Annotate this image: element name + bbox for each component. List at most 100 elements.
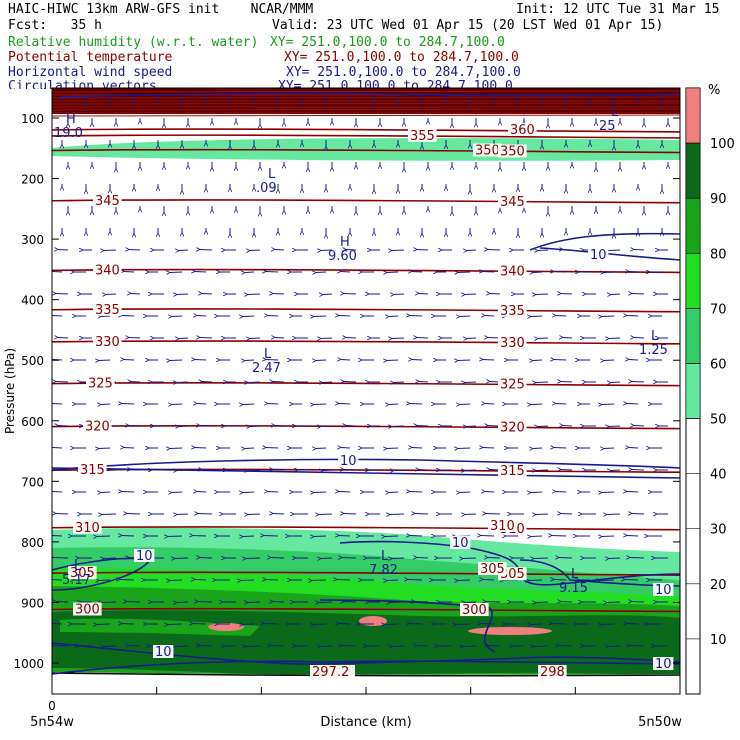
vector-arrow	[465, 602, 477, 603]
vector-arrow	[629, 272, 639, 273]
y-tick-label: 900	[21, 596, 44, 610]
label-bg	[310, 665, 355, 678]
vector-arrow	[483, 580, 495, 581]
vector-arrow	[634, 426, 645, 427]
vector-arrow	[52, 535, 63, 537]
vector-arrow	[609, 646, 621, 647]
vector-arrow	[415, 514, 429, 515]
vector-arrow	[58, 338, 69, 339]
vector-arrow	[410, 624, 423, 625]
vector-arrow	[561, 294, 573, 295]
vector-arrow	[481, 536, 495, 537]
theta-contour	[52, 148, 680, 154]
vector-arrow	[99, 580, 111, 581]
vector-arrow	[52, 579, 63, 581]
extremum-marker: H	[340, 235, 350, 250]
vector-arrow	[394, 470, 405, 471]
vector-arrow	[168, 536, 183, 537]
vector-arrow	[529, 580, 543, 581]
vector-arrow	[410, 492, 423, 493]
extremum-marker: L	[571, 567, 579, 582]
vector-arrow	[394, 382, 405, 383]
vector-arrow	[195, 580, 207, 581]
vector-arrow	[602, 536, 615, 537]
vector-arrow	[172, 404, 183, 405]
vector-arrow	[534, 646, 549, 647]
vector-arrow	[385, 536, 399, 537]
vector-arrow	[387, 272, 399, 273]
vector-arrow	[483, 360, 495, 361]
vector-arrow	[339, 404, 351, 405]
vector-arrow	[563, 338, 573, 339]
vector-arrow	[634, 250, 645, 251]
vector-arrow	[248, 470, 261, 471]
label-bg	[538, 665, 567, 678]
vector-arrow	[460, 316, 471, 317]
vector-arrow	[106, 294, 117, 295]
vector-arrow	[177, 602, 189, 603]
theta-label: 320	[85, 420, 110, 435]
vector-arrow	[266, 360, 279, 361]
wind-label: 10	[452, 536, 469, 551]
vector-arrow	[561, 602, 573, 603]
vector-arrow	[319, 602, 333, 603]
vector-arrow	[53, 272, 63, 273]
field-vectors-xy: XY= 251.0,100.0 to 284.7,100.0	[278, 79, 513, 89]
vector-arrow	[99, 360, 111, 361]
vector-arrow	[177, 382, 189, 383]
vector-arrow	[275, 426, 285, 427]
extremum-marker: L	[611, 105, 619, 120]
vector-arrow	[632, 470, 645, 471]
vector-arrow	[339, 492, 351, 493]
vector-arrow	[246, 646, 261, 647]
vector-arrow	[97, 536, 111, 537]
vector-arrow	[410, 404, 423, 405]
vector-arrow	[243, 316, 255, 317]
vector-arrow	[625, 580, 639, 581]
vector-arrow	[129, 338, 141, 339]
extremum-marker: L	[74, 559, 82, 574]
vector-arrow	[344, 294, 357, 295]
vector-arrow	[243, 404, 255, 405]
vector-arrow	[344, 382, 357, 383]
vector-arrow	[632, 514, 645, 515]
vector-arrow	[52, 623, 63, 625]
vector-arrow	[316, 360, 327, 361]
vector-arrow	[531, 624, 543, 625]
label-bg	[68, 566, 97, 580]
wind-contour	[52, 660, 680, 675]
vector-arrow	[536, 514, 549, 515]
theta-contour	[52, 424, 680, 430]
vector-arrow	[341, 448, 351, 449]
vector-arrow	[602, 492, 615, 493]
colorbar-bin	[685, 87, 701, 144]
vector-arrow	[467, 426, 477, 427]
colorbar-tick-label: 50	[710, 413, 727, 428]
vector-arrow	[533, 448, 543, 449]
vector-arrow	[172, 316, 183, 317]
theta-contour	[52, 607, 680, 613]
vector-arrow	[268, 492, 279, 493]
vector-arrow	[634, 338, 645, 339]
colorbar-unit: %	[708, 83, 720, 98]
vector-arrow	[486, 602, 501, 603]
vector-arrow	[417, 646, 429, 647]
vector-arrow	[104, 558, 117, 559]
vector-arrow	[129, 426, 141, 427]
vector-arrow	[102, 602, 117, 603]
vector-arrow	[485, 404, 495, 405]
theta-contour	[52, 199, 680, 204]
label-bg	[498, 335, 527, 349]
field-theta-name: Potential temperature	[8, 50, 173, 65]
vector-arrow	[408, 580, 423, 581]
vector-arrow	[563, 250, 573, 251]
theta-label: 320	[500, 421, 525, 436]
extremum-value: 9.60	[328, 249, 357, 264]
vector-arrow	[339, 536, 351, 537]
label-bg	[478, 562, 507, 575]
colorbar-tick-label: 40	[710, 468, 727, 483]
vector-arrow	[131, 294, 141, 295]
vector-arrow	[52, 403, 63, 405]
vector-arrow	[268, 316, 279, 317]
vector-arrow	[554, 360, 567, 361]
